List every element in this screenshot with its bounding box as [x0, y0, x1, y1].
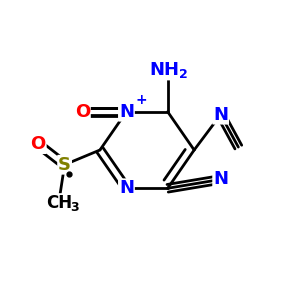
Text: NH: NH — [150, 61, 180, 80]
Text: +: + — [135, 93, 147, 107]
Text: CH: CH — [46, 194, 72, 212]
Text: 2: 2 — [179, 68, 188, 81]
Text: N: N — [119, 103, 134, 121]
Text: O: O — [75, 103, 90, 121]
Text: O: O — [31, 135, 46, 153]
Text: N: N — [119, 179, 134, 197]
Text: N: N — [213, 170, 228, 188]
Text: N: N — [213, 106, 228, 124]
Text: S: S — [58, 156, 71, 174]
Text: 3: 3 — [70, 201, 79, 214]
